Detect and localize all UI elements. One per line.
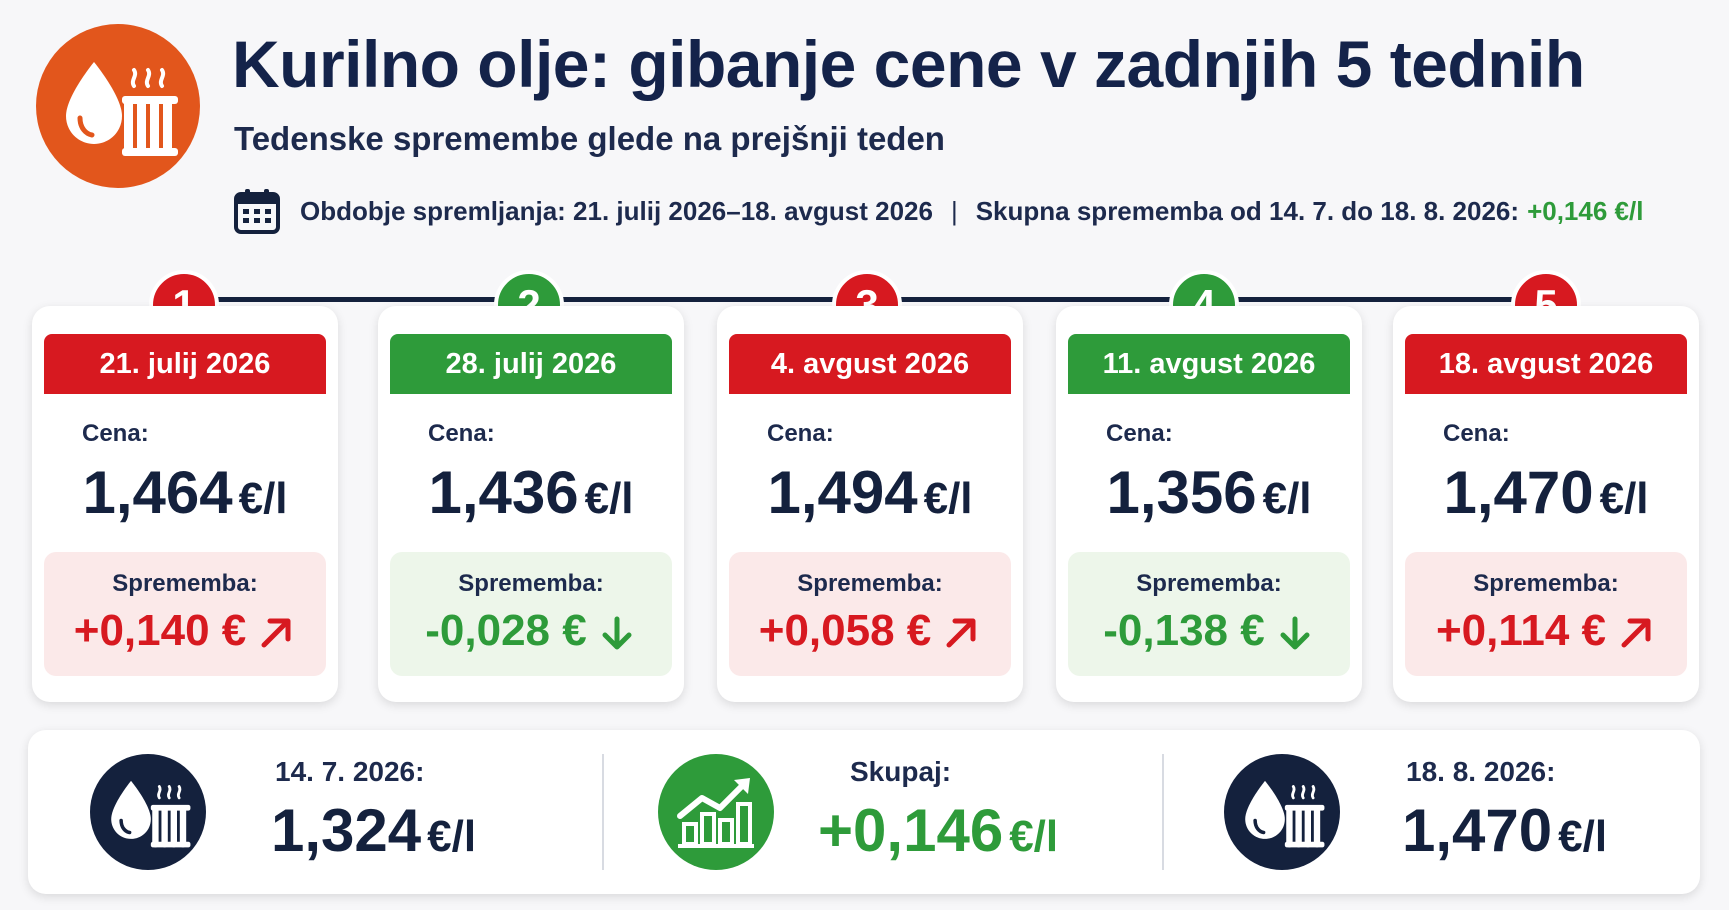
price-label: Cena: — [1443, 420, 1510, 447]
week-date: 28. julij 2026 — [390, 334, 672, 394]
heating-oil-radiator-icon — [36, 24, 200, 188]
separator: | — [950, 195, 958, 226]
change-value: -0,028 € — [390, 606, 672, 656]
price-label: Cena: — [1106, 420, 1173, 447]
page-title: Kurilno olje: gibanje cene v zadnjih 5 t… — [232, 27, 1585, 101]
summary-panel: 14. 7. 2026: 1,324 €/l Skupaj: +0,146 €/l — [28, 730, 1700, 894]
total-change-value: +0,146 €/l — [1527, 195, 1644, 226]
calendar-icon — [234, 189, 280, 234]
price-label: Cena: — [767, 420, 834, 447]
end-date-label: 18. 8. 2026: — [1406, 756, 1556, 787]
change-box: Sprememba: -0,028 € — [390, 552, 672, 676]
week-card: 4. avgust 2026 Cena: 1,494 €/l Sprememba: +0,… — [717, 306, 1023, 702]
divider — [602, 754, 604, 870]
arrow-down-icon — [602, 616, 632, 650]
arrow-down-icon — [1280, 616, 1310, 650]
change-box: Sprememba: +0,058 € — [729, 552, 1011, 676]
week-card: 11. avgust 2026 Cena: 1,356 €/l Sprememba: -0… — [1056, 306, 1362, 702]
arrow-up-right-icon — [1621, 618, 1651, 648]
change-label: Sprememba: — [112, 570, 258, 597]
change-value: +0,114 € — [1405, 606, 1687, 656]
price-value: 1,470 €/l — [1443, 459, 1649, 526]
heating-oil-radiator-icon — [1224, 754, 1340, 870]
week-date: 11. avgust 2026 — [1068, 334, 1350, 394]
price-label: Cena: — [82, 420, 149, 447]
growth-chart-icon — [658, 754, 774, 870]
start-date-label: 14. 7. 2026: — [275, 756, 425, 787]
period-info: Obdobje spremljanja: 21. julij 2026–18. … — [232, 186, 1643, 236]
week-card: 28. julij 2026 Cena: 1,436 €/l Sprememba: -0,… — [378, 306, 684, 702]
change-label: Sprememba: — [1473, 570, 1619, 597]
week-date: 18. avgust 2026 — [1405, 334, 1687, 394]
price-value: 1,494 €/l — [767, 459, 973, 526]
change-value: +0,140 € — [44, 606, 326, 656]
divider — [1162, 754, 1164, 870]
end-price: 1,470 €/l — [1402, 797, 1608, 864]
arrow-up-right-icon — [946, 618, 976, 648]
change-box: Sprememba: +0,114 € — [1405, 552, 1687, 676]
price-value: 1,436 €/l — [428, 459, 634, 526]
change-box: Sprememba: -0,138 € — [1068, 552, 1350, 676]
change-label: Sprememba: — [458, 570, 604, 597]
page-subtitle: Tedenske spremembe glede na prejšnji ted… — [234, 120, 945, 157]
change-label: Sprememba: — [797, 570, 943, 597]
change-label: Sprememba: — [1136, 570, 1282, 597]
price-label: Cena: — [428, 420, 495, 447]
change-value: +0,058 € — [729, 606, 1011, 656]
total-label: Skupaj: — [850, 756, 952, 787]
week-card: 18. avgust 2026 Cena: 1,470 €/l Sprememba: +0… — [1393, 306, 1699, 702]
total-change-label: Skupna sprememba od 14. 7. do 18. 8. 202… — [975, 195, 1520, 226]
price-value: 1,464 €/l — [82, 459, 288, 526]
period-text: Obdobje spremljanja: 21. julij 2026–18. … — [300, 195, 933, 226]
week-card: 21. julij 2026 Cena: 1,464 €/l Sprememba: +0,… — [32, 306, 338, 702]
price-value: 1,356 €/l — [1106, 459, 1312, 526]
change-box: Sprememba: +0,140 € — [44, 552, 326, 676]
week-date: 21. julij 2026 — [44, 334, 326, 394]
arrow-up-right-icon — [261, 618, 291, 648]
heating-oil-radiator-icon — [90, 754, 206, 870]
total-value: +0,146 €/l — [818, 797, 1059, 864]
start-price: 1,324 €/l — [271, 797, 477, 864]
week-date: 4. avgust 2026 — [729, 334, 1011, 394]
change-value: -0,138 € — [1068, 606, 1350, 656]
